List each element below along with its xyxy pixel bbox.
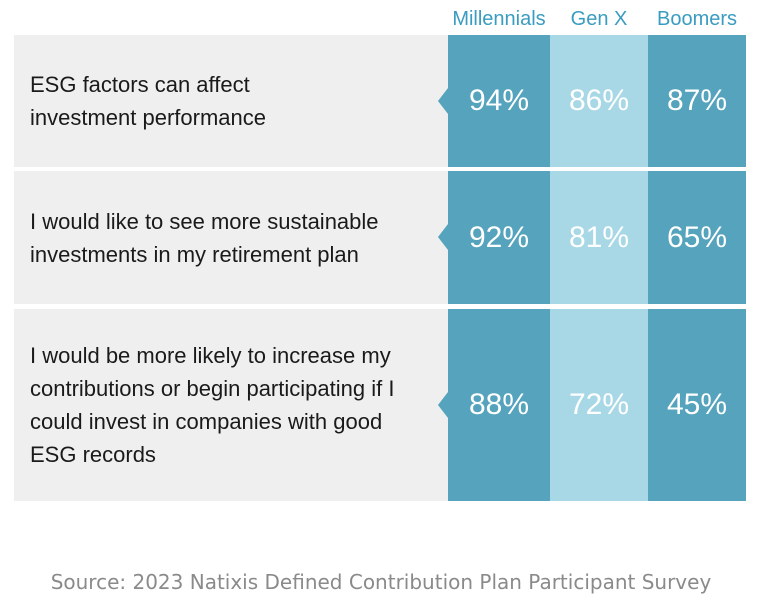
source-note: Source: 2023 Natixis Defined Contributio… (50, 570, 712, 594)
cell-boomers: 45% (648, 309, 746, 501)
row-pointer (438, 88, 448, 114)
row-pointer (438, 224, 448, 250)
column-header-millennials: Millennials (452, 8, 546, 30)
cell-boomers: 87% (648, 35, 746, 167)
cell-gen-x: 72% (550, 309, 648, 501)
cell-boomers: 65% (648, 171, 746, 304)
column-header-boomers: Boomers (656, 8, 738, 30)
cell-millennials: 92% (448, 171, 550, 304)
row-pointer (438, 392, 448, 418)
row-label: ESG factors can affect investment perfor… (30, 72, 266, 130)
cell-millennials: 94% (448, 35, 550, 167)
row-label: I would like to see more sustainable inv… (30, 208, 379, 267)
column-header-gen-x: Gen X (570, 8, 628, 30)
cell-gen-x: 81% (550, 171, 648, 304)
table-row: I would like to see more sustainable inv… (14, 171, 448, 304)
cell-millennials: 88% (448, 309, 550, 501)
cell-gen-x: 86% (550, 35, 648, 167)
table-row: I would be more likely to increase my co… (14, 309, 448, 501)
table-row: ESG factors can affect investment perfor… (14, 35, 448, 167)
row-label: I would be more likely to increase my co… (30, 343, 395, 467)
